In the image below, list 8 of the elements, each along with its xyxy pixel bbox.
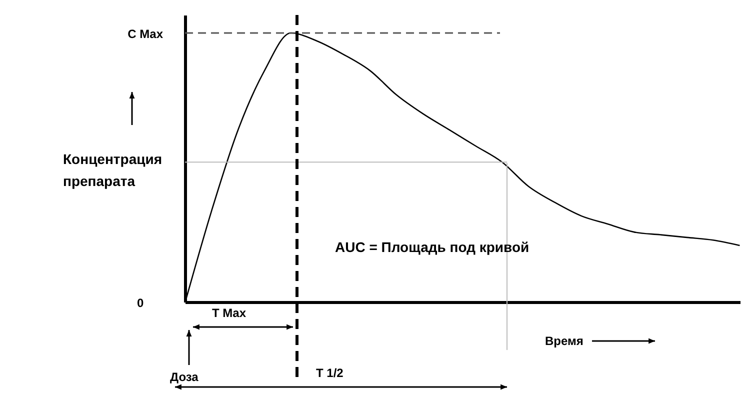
- x-axis-title: Время: [545, 333, 584, 350]
- y-axis-title: Концентрация препарата: [63, 150, 162, 191]
- annotation: AUC = Площадь под кривой: [335, 238, 530, 257]
- text: T 1/2: [316, 365, 344, 382]
- text: T Max: [212, 305, 246, 322]
- text: Доза: [170, 369, 198, 386]
- text: 0: [137, 295, 144, 312]
- ref-line-label: C Max: [128, 26, 163, 43]
